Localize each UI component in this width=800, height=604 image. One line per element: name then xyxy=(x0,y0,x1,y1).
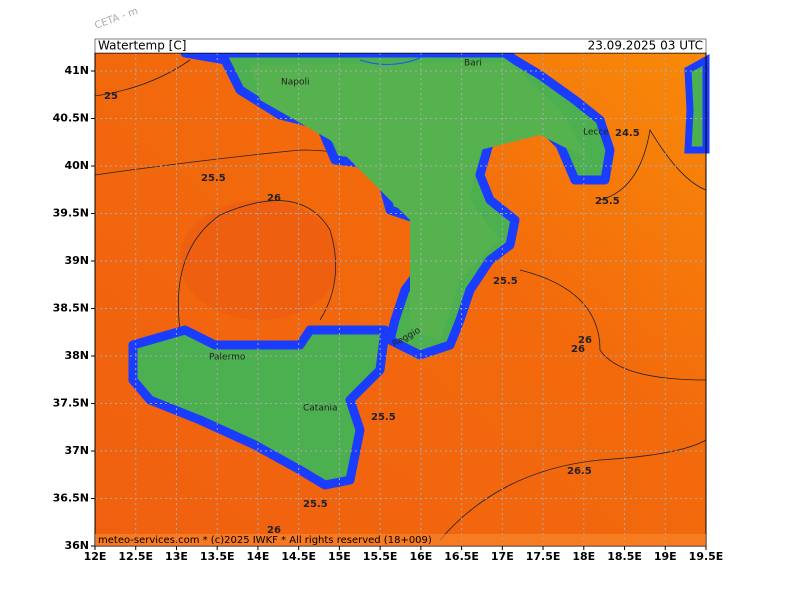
land-interior xyxy=(250,62,590,340)
lat-label: 39N xyxy=(64,254,89,267)
balkan-coast xyxy=(684,54,710,154)
contour xyxy=(94,59,191,97)
city: Bari xyxy=(464,59,482,69)
lon-label: 13E xyxy=(165,550,188,563)
lat-label: 41N xyxy=(64,64,89,77)
lon-label: 12.5E xyxy=(118,550,153,563)
lon-label: 17E xyxy=(491,550,514,563)
contour-label: 25.5 xyxy=(303,499,328,510)
contour-label: 24.5 xyxy=(615,128,640,139)
lon-label: 13.5E xyxy=(200,550,235,563)
lon-label: 17.5E xyxy=(526,550,561,563)
lon-label: 18E xyxy=(572,550,595,563)
footer: meteo-services.com * (c)2025 IWKF * All … xyxy=(98,535,432,546)
contour xyxy=(519,269,707,381)
sicily xyxy=(128,325,390,490)
lat-label: 38N xyxy=(64,349,89,362)
contour-label: 26 xyxy=(578,335,592,346)
lat-label: 37.5N xyxy=(53,397,89,410)
lon-label: 18.5E xyxy=(607,550,642,563)
contour-label: 26 xyxy=(267,193,281,204)
lon-label: 15.5E xyxy=(363,550,398,563)
lat-label: 36N xyxy=(64,539,89,552)
grid xyxy=(95,53,706,546)
lon-label: 16.5E xyxy=(444,550,479,563)
warm-patch xyxy=(180,200,340,320)
lat-label: 38.5N xyxy=(53,302,89,315)
lat-label: 40.5N xyxy=(53,112,89,125)
run-time: 23.09.2025 03 UTC xyxy=(588,39,703,53)
lat-label: 39.5N xyxy=(53,207,89,220)
model-label: CETA - m xyxy=(93,6,139,32)
city: Lecce xyxy=(583,128,609,138)
header-bar xyxy=(94,38,707,54)
lon-label: 14E xyxy=(247,550,270,563)
lon-label: 19.5E xyxy=(689,550,724,563)
lon-label: 12E xyxy=(84,550,107,563)
contour xyxy=(599,128,707,201)
lat-label: 40N xyxy=(64,159,89,172)
contour-label: 25.5 xyxy=(371,412,396,423)
contour-label: 25.5 xyxy=(595,196,620,207)
river xyxy=(359,57,421,65)
contour-label: 26 xyxy=(267,525,281,536)
lat-label: 37N xyxy=(64,444,89,457)
contour-label: 25.5 xyxy=(493,276,518,287)
contour-label: 26 xyxy=(571,344,585,355)
contour xyxy=(177,200,336,331)
lon-label: 16E xyxy=(409,550,432,563)
land xyxy=(128,48,710,490)
footer-bar xyxy=(95,534,706,546)
contour-label: 25.5 xyxy=(201,173,226,184)
city: Palermo xyxy=(209,353,246,363)
city: Napoli xyxy=(281,78,309,88)
lon-label: 15E xyxy=(328,550,351,563)
city: Catania xyxy=(303,404,338,414)
contour xyxy=(439,439,707,541)
lon-label: 19E xyxy=(654,550,677,563)
lon-label: 14.5E xyxy=(281,550,316,563)
title: Watertemp [C] xyxy=(98,39,186,53)
contour-label: 25 xyxy=(104,91,118,102)
contour-label: 26.5 xyxy=(567,466,592,477)
lat-label: 36.5N xyxy=(53,492,89,505)
